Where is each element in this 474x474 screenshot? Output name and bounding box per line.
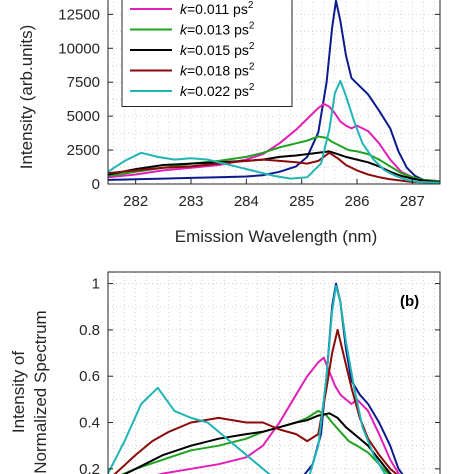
y-tick-label: 1: [92, 276, 100, 293]
legend-label-6: k=0.022 ps2: [180, 82, 255, 99]
axes-frame: [107, 271, 441, 474]
legend-label-4: k=0.015 ps2: [180, 41, 255, 58]
series-line-1: [108, 0, 440, 183]
y-tick-label: 10000: [58, 40, 100, 57]
y-axis-label: Intensity (arb.units): [17, 25, 36, 170]
x-tick-label: 283: [178, 193, 203, 210]
x-axis-label: Emission Wavelength (nm): [175, 227, 378, 246]
x-tick-label: 284: [234, 193, 259, 210]
series-line-6: [108, 284, 387, 474]
y-tick-label: 0.8: [79, 322, 100, 339]
series-group: [108, 0, 440, 184]
legend: k=0.011 ps2 k=0.013 ps2 k=0.015 ps2 k=0.018…: [121, 0, 293, 107]
series-line-6: [108, 79, 440, 184]
axes-frame: [107, 0, 441, 185]
y-tick-label: 2500: [67, 142, 100, 159]
series-line-3: [120, 409, 390, 474]
series-line-5: [108, 151, 440, 184]
x-tick-label: 286: [344, 193, 369, 210]
y-tick-label: 0.4: [79, 415, 100, 432]
y-tick-label: 0: [92, 176, 100, 193]
legend-label-2: k=0.011 ps2: [180, 0, 254, 17]
y-axis-label-line: Normalized Spectrum: [31, 310, 50, 473]
series-line-4: [123, 412, 393, 474]
plot-area: [108, 272, 440, 474]
series-line-1: [303, 282, 404, 474]
legend-label-5: k=0.018 ps2: [180, 62, 255, 79]
x-tick-label: 282: [123, 193, 148, 210]
y-tick-label: 0.2: [79, 461, 100, 474]
x-tick-label: 285: [289, 193, 314, 210]
y-tick-label: 5000: [67, 108, 100, 125]
series-line-5: [113, 328, 398, 474]
y-tick-label: 7500: [67, 74, 100, 91]
legend-label-3: k=0.013 ps2: [180, 21, 255, 38]
y-axis-label-line: Intensity of: [9, 351, 28, 433]
panel-b: 0.2 0.4 0.6 0.8 1 Intensity of Normalized Spec…: [9, 271, 441, 474]
panel-a: 0 2500 5000 7500 10000 12500 282 283 284 285 286 28…: [17, 0, 441, 246]
legend-box: [121, 0, 293, 107]
y-tick-label: 0.6: [79, 368, 100, 385]
x-tick-label: 287: [400, 193, 425, 210]
y-tick-label: 12500: [58, 6, 100, 23]
series-group: [108, 282, 404, 474]
panel-label: (b): [400, 293, 419, 310]
series-line-2: [108, 102, 440, 183]
